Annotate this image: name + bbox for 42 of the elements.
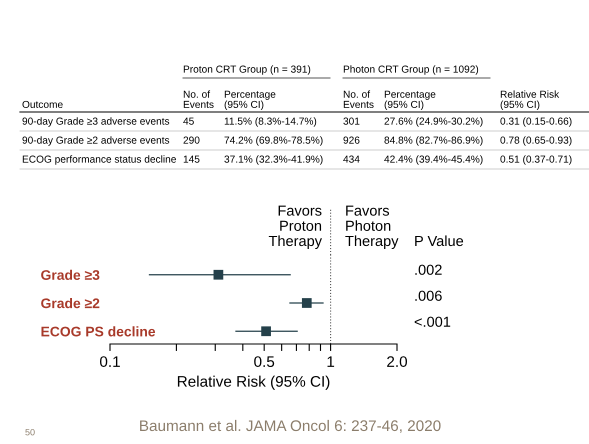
text: No. of Events (344, 90, 374, 108)
text: .002 (415, 264, 442, 275)
text: Favors Proton Therapy (268, 206, 322, 249)
text: 42.4% (39.4%-45.4%) (384, 155, 483, 165)
text: 301 (343, 118, 360, 125)
y-tick-label: Grade ≥2 (41, 298, 100, 308)
text: 37.1% (32.3%-41.9%) (224, 155, 323, 165)
text: Proton CRT Group (n = 391) (184, 65, 310, 75)
x-axis-title: Relative Risk (95% CI) (178, 376, 330, 390)
text: Outcome (22, 100, 63, 108)
text: 926 (343, 136, 360, 144)
x-tick-label: 2.0 (387, 356, 408, 368)
text: 145 (184, 156, 200, 163)
y-tick-label: ECOG PS decline (41, 326, 156, 336)
text: 84.8% (82.7%-86.9%) (384, 136, 483, 146)
text: Photon CRT Group (n = 1092) (344, 65, 478, 75)
text: .006 (415, 290, 442, 301)
text: Relative Risk (95% CI) (500, 90, 560, 110)
text: P Value (415, 235, 464, 246)
text: Baumann et al. JAMA Oncol 6: 237-46, 2020 (140, 420, 441, 433)
text: No. of Events (184, 90, 214, 108)
text: 0.51 (0.37-0.71) (500, 155, 572, 165)
text: Percentage (95% CI) (224, 90, 276, 110)
text: Percentage (95% CI) (384, 90, 436, 110)
text: 90-day Grade ≥2 adverse events (22, 136, 170, 146)
x-tick-label: 0.5 (254, 356, 274, 368)
text: 90-day Grade ≥3 adverse events (22, 117, 170, 127)
text: 27.6% (24.9%-30.2%) (384, 117, 483, 127)
text: 11.5% (8.3%-14.7%) (224, 117, 316, 127)
text: 0.31 (0.15-0.66) (500, 117, 572, 127)
x-tick-label: 1 (328, 356, 334, 367)
text: 290 (184, 136, 200, 144)
text: ECOG performance status decline (22, 155, 176, 165)
text: 50 (25, 429, 35, 436)
text: 74.2% (69.8%-78.5%) (224, 136, 323, 146)
text: 0.78 (0.65-0.93) (500, 136, 572, 146)
y-tick-label: Grade ≥3 (41, 270, 100, 280)
x-tick-label: 0.1 (100, 356, 120, 368)
text: 434 (343, 156, 360, 163)
text: <.001 (414, 316, 450, 327)
text: 45 (183, 118, 194, 125)
text: Favors Photon Therapy (345, 206, 398, 249)
